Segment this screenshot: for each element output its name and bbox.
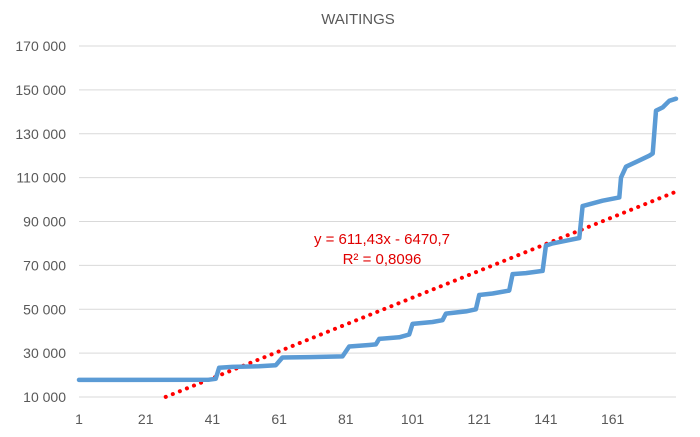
trendline-annotation: y = 611,43x - 6470,7 R² = 0,8096 <box>314 231 450 268</box>
series-line <box>76 96 679 383</box>
trendline-equation: y = 611,43x - 6470,7 <box>314 231 450 248</box>
x-tick-label: 101 <box>401 411 425 427</box>
y-tick-label: 170 000 <box>15 38 66 54</box>
y-tick-label: 110 000 <box>16 170 66 186</box>
y-tick-label: 130 000 <box>15 126 66 142</box>
series-layer <box>76 96 679 383</box>
y-tick-label: 30 000 <box>23 345 66 361</box>
trendline-r2: R² = 0,8096 <box>343 251 422 268</box>
gridlines <box>79 45 676 398</box>
x-tick-label: 161 <box>601 411 625 427</box>
y-tick-label: 90 000 <box>23 214 66 230</box>
y-tick-label: 10 000 <box>23 389 66 405</box>
y-tick-label: 150 000 <box>15 82 66 98</box>
x-tick-label: 21 <box>138 411 154 427</box>
x-tick-label: 1 <box>75 411 83 427</box>
x-tick-label: 61 <box>271 411 287 427</box>
trendline-layer <box>163 188 682 399</box>
y-tick-label: 50 000 <box>23 301 66 317</box>
trendline <box>163 188 682 399</box>
x-tick-label: 121 <box>468 411 492 427</box>
x-tick-labels: 1 21 41 61 81 101 121 141 161 <box>75 411 624 427</box>
x-tick-label: 141 <box>534 411 558 427</box>
chart-title: WAITINGS <box>321 11 395 28</box>
y-tick-labels: 10 000 30 000 50 000 70 000 90 000 110 000 130… <box>15 38 66 405</box>
x-tick-label: 81 <box>338 411 354 427</box>
x-tick-label: 41 <box>205 411 221 427</box>
y-tick-label: 70 000 <box>23 257 66 273</box>
